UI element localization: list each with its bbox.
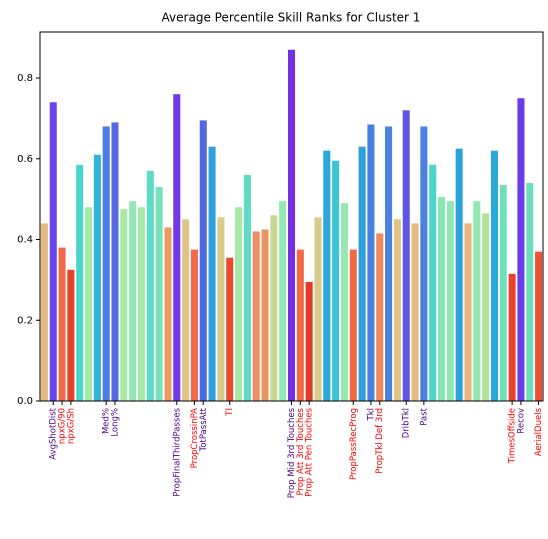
bar (473, 201, 481, 401)
bar (464, 223, 472, 401)
bar (393, 219, 401, 401)
bar (455, 148, 463, 401)
bar (323, 150, 331, 401)
bar (446, 201, 454, 401)
x-tick-label: npxG/90 (58, 408, 68, 444)
bar (340, 203, 348, 401)
bar (526, 182, 534, 401)
y-tick-label: 0.4 (17, 235, 33, 246)
bar (508, 273, 516, 401)
bar (49, 102, 57, 402)
bar (358, 146, 366, 401)
bar (76, 164, 84, 401)
bar (208, 146, 216, 401)
y-tick-label: 0.6 (17, 154, 33, 165)
x-tick-label: TI (225, 408, 235, 417)
bar (252, 231, 260, 401)
y-tick-label: 0.0 (17, 396, 33, 407)
bar (482, 213, 490, 401)
bar (93, 154, 101, 401)
x-tick-label: Recov (516, 408, 526, 434)
x-tick-label: Tkl (366, 408, 376, 421)
bar (279, 201, 287, 401)
bar (376, 233, 384, 401)
bar (296, 249, 304, 401)
bar (155, 187, 163, 401)
bar (164, 227, 172, 401)
bar (182, 219, 190, 401)
x-tick-label: PropTkl Def 3rd (375, 408, 385, 474)
bar (137, 207, 146, 401)
bar (367, 124, 375, 402)
bar (217, 217, 225, 401)
x-tick-label: npxG/Sh (66, 408, 76, 444)
chart-title: Average Percentile Skill Ranks for Clust… (162, 11, 421, 25)
bar (199, 120, 207, 401)
bar (385, 126, 393, 401)
bar (402, 110, 410, 402)
bar (420, 126, 428, 401)
x-tick-label: PropPassRecProg (349, 408, 359, 480)
bar (129, 201, 137, 401)
bar (40, 223, 48, 401)
bar (58, 247, 66, 401)
x-tick-label: DribTkl (402, 408, 412, 438)
bar (173, 94, 181, 402)
bar (146, 170, 154, 401)
x-tick-label: PropCrossinPA (190, 408, 200, 469)
bar (270, 215, 278, 401)
bar (287, 49, 296, 402)
y-tick-label: 0.2 (17, 315, 33, 326)
bar (261, 229, 269, 401)
x-tick-label: PropFinalThirdPasses (172, 407, 182, 496)
bar (67, 269, 75, 401)
bar (120, 209, 128, 401)
x-tick-label: TimesOffside (508, 408, 518, 464)
bar (85, 207, 93, 401)
bar (111, 122, 119, 401)
bar (243, 174, 251, 401)
bar (190, 249, 198, 401)
bar (411, 223, 419, 401)
bar (235, 207, 243, 401)
plot-frame (39, 31, 544, 402)
bar (332, 160, 340, 401)
bar (102, 126, 110, 401)
x-tick-label: AerialDuels (534, 407, 544, 456)
x-tick-label: Past (419, 407, 429, 425)
x-tick-label: Prop Att 3rd Touches (296, 407, 306, 495)
x-tick-label: TotPassAtt (199, 407, 209, 452)
y-tick-label: 0.8 (17, 73, 33, 84)
x-tick-label: Prop Mid 3rd Touches (287, 407, 297, 498)
x-tick-label: AvgShotDist (49, 407, 59, 459)
bar (490, 150, 498, 401)
bar (226, 257, 234, 401)
x-tick-label: Prop Att Pen Touches (305, 407, 315, 496)
x-tick-label: Long% (111, 408, 121, 437)
bar (499, 185, 507, 401)
x-tick-label: Med% (102, 408, 112, 434)
bar (349, 249, 357, 401)
bar (305, 281, 313, 401)
bar (437, 197, 446, 401)
bar (314, 217, 322, 401)
bar (429, 164, 437, 401)
bar (517, 98, 525, 401)
bar (535, 251, 543, 401)
